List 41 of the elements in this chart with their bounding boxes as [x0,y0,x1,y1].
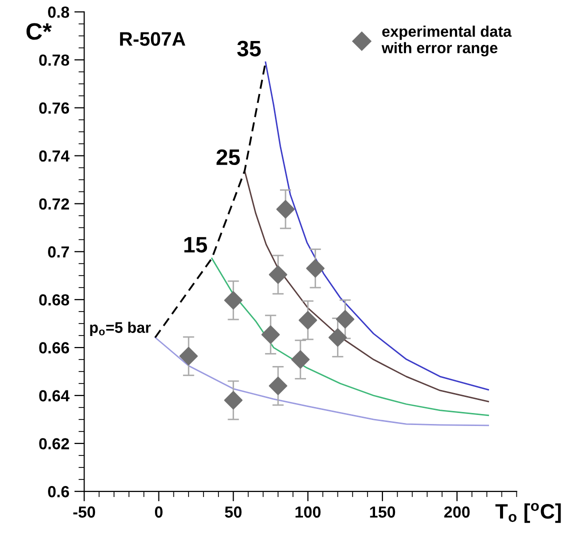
point [291,350,310,369]
x-tick-label: -50 [73,506,96,518]
point [268,265,288,284]
x-axis-title: T$_{o}$ [$^{o}$C] [495,502,561,523]
point [261,325,280,344]
y-tick-label: 0.6 [48,486,70,498]
y-tick-label: 0.76 [39,102,70,114]
point [268,376,288,396]
annotation: p$_{o}$=5 bar [90,322,151,336]
y-tick-label: 0.66 [39,342,70,354]
x-tick-label: 100 [296,506,321,518]
point [328,328,347,347]
line-series [211,258,490,416]
legend-label: experimental data with error range [382,26,512,56]
text: R-507A [120,32,186,46]
y-tick-label: 0.78 [39,54,70,66]
point [336,310,354,328]
y-axis-title: C* [26,23,52,40]
y-tick-label: 0.68 [39,294,70,306]
point [224,391,243,410]
y-tick-label: 0.7 [48,246,69,258]
line-series [154,336,490,426]
x-tick-label: 0 [154,506,163,518]
point [224,291,243,310]
x-tick-label: 50 [224,506,242,518]
point [179,346,198,366]
y-tick-label: 0.62 [39,438,69,450]
annotation: 35 [237,40,261,56]
y-tick-label: 0.64 [39,390,70,402]
y-tick-label: 0.72 [39,198,69,210]
x-tick-label: 200 [444,506,470,518]
annotation: 25 [216,149,240,166]
line-series [244,170,490,402]
annotation: 15 [184,237,208,253]
line-series [264,62,490,390]
x-tick-label: 150 [370,506,396,518]
y-tick-label: 0.8 [48,6,70,18]
point [298,311,318,330]
y-tick-label: 0.74 [39,150,70,162]
point [306,259,325,278]
point [276,200,295,218]
